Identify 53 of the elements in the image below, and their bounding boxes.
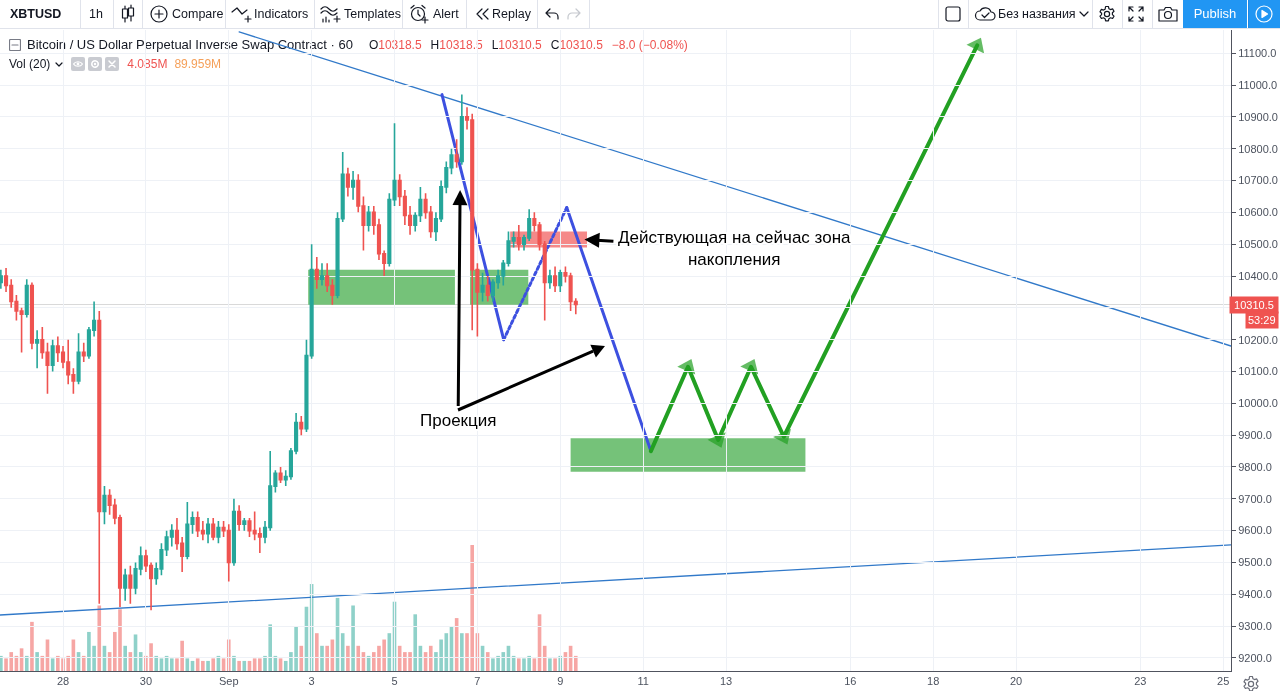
- text: Compare: [172, 6, 224, 23]
- text: Bitcoin / US Dollar Perpetual Inverse Swap Contract · 60: [27, 37, 353, 53]
- annotation: Проекция: [420, 411, 497, 430]
- x-tick-label: 3: [308, 675, 315, 688]
- y-tick-label: 11000.0: [1238, 78, 1278, 91]
- annotation: −8.0 (−0.08%): [611, 37, 688, 53]
- y-tick-label: 9300.0: [1238, 619, 1272, 632]
- x-tick-label: 16: [844, 675, 857, 688]
- annotation: O10318.5: [368, 38, 422, 52]
- x-tick-label: 9: [557, 675, 564, 688]
- text: Indicators: [254, 6, 309, 23]
- y-tick-label: 11100.0: [1238, 47, 1277, 60]
- y-tick-label: 10400.0: [1238, 269, 1278, 282]
- text: Alert: [433, 6, 459, 23]
- x-tick-label: Sep: [218, 675, 239, 688]
- y-tick-label: 9500.0: [1238, 556, 1272, 569]
- y-tick-label: 10500.0: [1238, 238, 1278, 251]
- y-tick-label: 10800.0: [1238, 142, 1278, 155]
- x-tick-label: 25: [1217, 675, 1230, 688]
- y-tick-label: 10600.0: [1238, 206, 1278, 219]
- y-tick-label: 9700.0: [1238, 492, 1272, 505]
- text: XBTUSD: [10, 6, 62, 23]
- y-tick-label: 9800.0: [1238, 460, 1272, 473]
- x-tick-label: 11: [637, 675, 649, 688]
- text: Replay: [492, 6, 531, 23]
- y-tick-label: 9600.0: [1238, 524, 1272, 537]
- text: 1h: [89, 6, 103, 23]
- text: Templates: [344, 6, 401, 23]
- x-tick-label: 30: [139, 675, 153, 688]
- x-tick-label: 28: [56, 675, 70, 688]
- annotation: L10310.5: [491, 38, 542, 52]
- y-tick-label: 9200.0: [1238, 651, 1272, 664]
- y-tick-label: 10900.0: [1238, 110, 1278, 123]
- x-tick-label: 20: [1009, 675, 1023, 688]
- y-tick-label: 10000.0: [1238, 397, 1278, 410]
- annotation: C10310.5: [550, 38, 603, 52]
- text: Publish: [1183, 0, 1247, 28]
- y-tick-label: 10700.0: [1238, 174, 1278, 187]
- ref-line-label: 10310.5: [1234, 299, 1274, 311]
- x-tick-label: 7: [474, 675, 481, 688]
- x-tick-label: 5: [391, 675, 398, 688]
- y-tick-label: 9400.0: [1238, 588, 1272, 601]
- x-tick-label: 23: [1134, 675, 1147, 688]
- text: Без названия: [998, 6, 1076, 23]
- y-tick-label: 10100.0: [1238, 365, 1278, 378]
- x-tick-label: 18: [927, 675, 940, 688]
- chart-title: Vol (20): [9, 56, 51, 72]
- y-tick-label: 9900.0: [1238, 429, 1272, 442]
- annotation: Действующая на сейчас зона накопления: [618, 228, 852, 270]
- text: 53:29: [1248, 314, 1276, 326]
- x-tick-label: 13: [719, 675, 733, 688]
- y-tick-label: 10200.0: [1238, 333, 1278, 346]
- annotation: 89.959M: [174, 56, 222, 72]
